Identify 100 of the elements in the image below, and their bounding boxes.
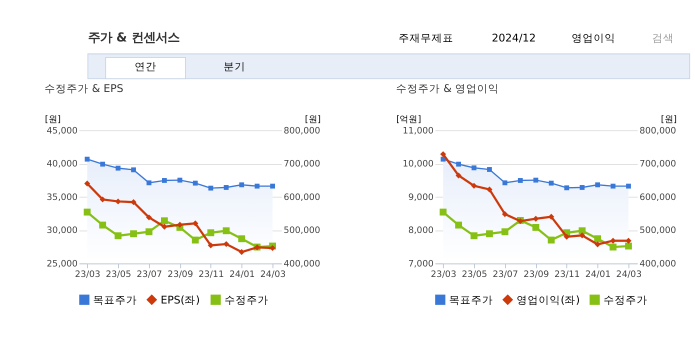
y-axis-title: [억원] (396, 114, 422, 125)
y2-tick-label: 700,000 (284, 160, 321, 170)
x-tick-label: 23/11 (554, 270, 580, 280)
y-axis-title: [원] (44, 114, 61, 125)
point (116, 166, 121, 171)
y2-tick-label: 600,000 (640, 192, 677, 203)
point (533, 178, 538, 183)
point (192, 236, 199, 244)
point (626, 184, 631, 189)
x-tick-label: 24/03 (616, 270, 642, 280)
point (610, 244, 616, 250)
point (160, 217, 168, 224)
x-tick-label: 23/03 (430, 270, 456, 280)
point (595, 182, 600, 188)
point (594, 241, 601, 248)
point (100, 162, 106, 167)
text: 영업이익 (572, 31, 616, 44)
y-tick-label: 30,000 (46, 226, 78, 236)
point (208, 186, 214, 191)
point (84, 208, 91, 216)
y-tick-label: 7,000 (408, 259, 434, 270)
point (610, 184, 616, 189)
y-tick-label: 40,000 (46, 160, 78, 170)
point (518, 178, 523, 183)
y2-tick-label: 800,000 (284, 126, 321, 136)
point (84, 180, 90, 186)
y-tick-label: 25,000 (46, 259, 78, 270)
point (470, 232, 478, 240)
x-tick-label: 23/03 (74, 270, 100, 280)
point (501, 228, 508, 236)
y2-tick-label: 500,000 (284, 226, 321, 236)
point (472, 165, 476, 170)
chart-title: 수정주가 & 영업이익 (396, 82, 500, 96)
point (130, 230, 137, 238)
legend-label: 목표주가 (449, 293, 494, 306)
x-tick-label: 23/11 (198, 270, 224, 280)
y2-tick-label: 400,000 (284, 259, 321, 270)
point (532, 224, 540, 231)
point (270, 184, 275, 189)
x-tick-label: 24/03 (260, 270, 286, 280)
point (487, 167, 492, 172)
text: 연간 (134, 60, 157, 73)
point (177, 178, 182, 183)
point (146, 214, 152, 220)
y2-tick-label: 400,000 (640, 259, 677, 270)
x-tick-label: 24/01 (229, 270, 255, 280)
point (548, 236, 555, 244)
legend-label: 수정주가 (224, 293, 269, 306)
y-tick-label: 8,000 (408, 226, 434, 236)
point (440, 208, 447, 216)
point (486, 186, 492, 192)
x-tick-label: 24/01 (585, 270, 611, 280)
point (440, 151, 446, 158)
x-tick-label: 23/05 (462, 270, 488, 280)
legend-label: 목표주가 (93, 293, 138, 306)
text: 분기 (223, 60, 246, 73)
point (146, 180, 152, 186)
text: 검색 (652, 31, 674, 44)
legend-label: EPS(좌) (160, 293, 200, 306)
point (254, 184, 260, 189)
point (471, 182, 477, 189)
point (548, 180, 554, 186)
y2-axis-title: [원] (660, 114, 677, 125)
point (502, 180, 508, 186)
point (162, 178, 167, 183)
point (578, 227, 586, 234)
point (131, 167, 136, 172)
point (594, 235, 602, 242)
point (456, 162, 461, 167)
y-tick-label: 10,000 (402, 160, 434, 170)
x-tick-label: 23/05 (106, 270, 132, 280)
chart-title: 수정주가 & EPS (44, 82, 124, 96)
y2-tick-label: 600,000 (284, 192, 321, 203)
point (99, 222, 106, 229)
point (146, 228, 152, 236)
point (625, 242, 632, 250)
text: 주가 & 컨센서스 (88, 29, 180, 44)
point (455, 222, 462, 229)
y-tick-label: 11,000 (402, 126, 434, 136)
point (224, 185, 229, 190)
x-tick-label: 23/07 (492, 270, 518, 280)
point (626, 238, 632, 244)
point (161, 224, 168, 230)
legend-label: 영업이익(좌) (516, 293, 580, 306)
y2-tick-label: 500,000 (640, 226, 677, 236)
point (223, 241, 230, 248)
x-tick-label: 23/09 (523, 270, 550, 280)
y2-tick-label: 700,000 (640, 160, 677, 170)
y2-tick-label: 800,000 (640, 126, 677, 136)
point (486, 230, 493, 238)
y-tick-label: 35,000 (46, 192, 78, 203)
y-tick-label: 9,000 (408, 192, 434, 203)
text: 2024/12 (492, 31, 536, 44)
point (192, 180, 198, 186)
text: 주재무제표 (398, 31, 454, 44)
y-tick-label: 45,000 (46, 126, 78, 136)
point (114, 232, 122, 240)
x-tick-label: 23/07 (136, 270, 162, 280)
point (84, 156, 90, 162)
y2-axis-title: [원] (304, 114, 321, 125)
